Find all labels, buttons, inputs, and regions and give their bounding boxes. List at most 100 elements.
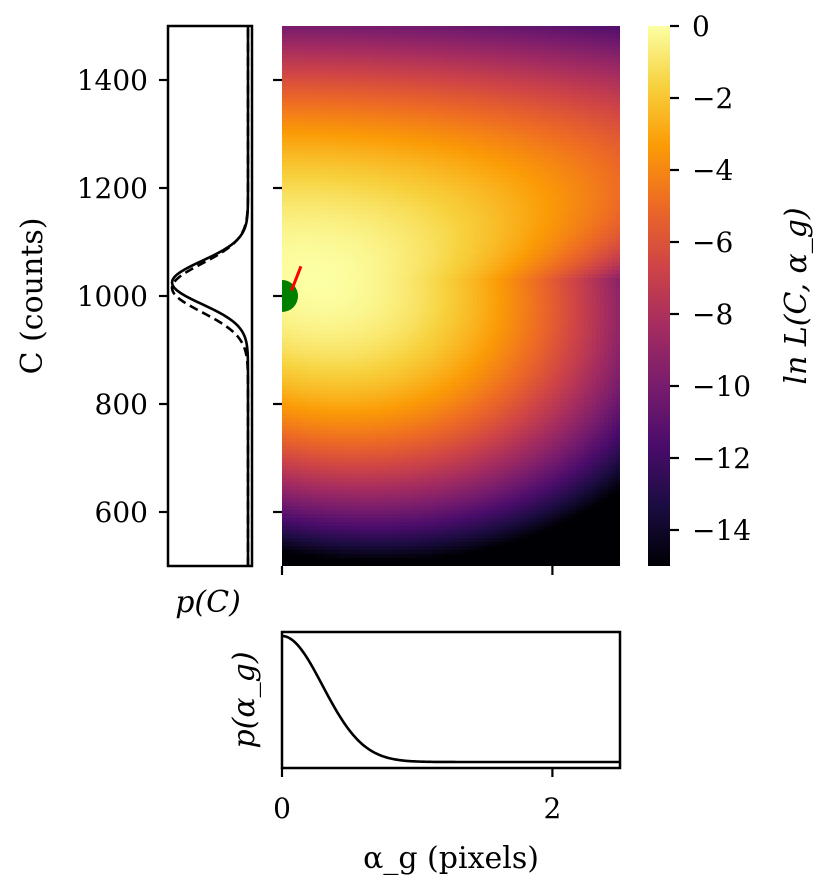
- heatmap-cell: [568, 46, 573, 51]
- heatmap-cell: [381, 258, 386, 263]
- heatmap-cell: [472, 198, 478, 203]
- heatmap-cell: [353, 90, 359, 95]
- heatmap-cell: [317, 82, 323, 87]
- heatmap-cell: [512, 182, 518, 187]
- heatmap-cell: [460, 130, 466, 135]
- heatmap-cell: [381, 138, 386, 143]
- heatmap-cell: [305, 258, 311, 263]
- heatmap-cell: [417, 214, 422, 219]
- heatmap-cell: [460, 98, 466, 103]
- heatmap-cell: [588, 34, 593, 39]
- heatmap-cell: [301, 246, 307, 251]
- heatmap-cell: [488, 62, 494, 67]
- heatmap-cell: [512, 138, 518, 143]
- heatmap-cell: [421, 66, 426, 71]
- heatmap-cell: [604, 194, 609, 199]
- heatmap-cell: [552, 210, 557, 215]
- heatmap-cell: [540, 170, 546, 175]
- heatmap-cell: [437, 34, 442, 39]
- heatmap-cell: [425, 66, 430, 71]
- heatmap-cell: [449, 218, 454, 223]
- heatmap-cell: [381, 182, 386, 187]
- heatmap-cells: [282, 26, 620, 563]
- heatmap-cell: [588, 118, 593, 123]
- heatmap-cell: [520, 158, 526, 163]
- heatmap-cell: [552, 198, 557, 203]
- heatmap-cell: [556, 122, 561, 127]
- heatmap-cell: [564, 222, 569, 227]
- heatmap-cell: [596, 198, 601, 203]
- heatmap-cell: [488, 30, 494, 35]
- heatmap-cell: [289, 218, 295, 223]
- heatmap-cell: [317, 206, 323, 211]
- heatmap-cell: [361, 118, 367, 123]
- heatmap-cell: [456, 146, 462, 151]
- heatmap-cell: [449, 206, 454, 211]
- heatmap-cell: [329, 78, 335, 83]
- heatmap-cell: [608, 30, 613, 35]
- heatmap-cell: [333, 50, 339, 55]
- heatmap-cell: [333, 74, 339, 79]
- heatmap-cell: [333, 238, 339, 243]
- heatmap-cell: [349, 50, 355, 55]
- heatmap-cell: [600, 94, 605, 99]
- heatmap-cell: [417, 98, 422, 103]
- heatmap-cell: [476, 146, 482, 151]
- heatmap-cell: [409, 102, 414, 107]
- heatmap-cell: [548, 74, 553, 79]
- heatmap-cell: [504, 234, 510, 239]
- heatmap-cell: [580, 50, 585, 55]
- heatmap-cell: [576, 106, 581, 111]
- heatmap-cell: [333, 114, 339, 119]
- heatmap-cell: [365, 186, 371, 191]
- heatmap-cell: [325, 174, 331, 179]
- heatmap-cell: [480, 102, 486, 107]
- heatmap-cell: [616, 174, 620, 179]
- heatmap-cell: [377, 222, 383, 227]
- heatmap-cell: [405, 42, 410, 47]
- heatmap-cell: [317, 114, 323, 119]
- heatmap-cell: [329, 218, 335, 223]
- heatmap-cell: [496, 58, 502, 63]
- heatmap-cell: [556, 226, 561, 231]
- heatmap-cell: [289, 66, 295, 71]
- heatmap-cell: [544, 82, 550, 87]
- heatmap-cell: [584, 118, 589, 123]
- heatmap-cell: [441, 34, 446, 39]
- heatmap-cell: [405, 58, 410, 63]
- heatmap-cell: [397, 198, 402, 203]
- heatmap-cell: [429, 54, 434, 59]
- heatmap-cell: [413, 34, 418, 39]
- heatmap-cell: [285, 102, 291, 107]
- heatmap-cell: [552, 154, 557, 159]
- heatmap-cell: [596, 62, 601, 67]
- heatmap-cell: [464, 150, 470, 155]
- heatmap-cell: [520, 182, 526, 187]
- heatmap-cell: [313, 170, 319, 175]
- heatmap-cell: [397, 158, 402, 163]
- heatmap-cell: [345, 82, 351, 87]
- heatmap-cell: [309, 42, 315, 47]
- heatmap-cell: [600, 174, 605, 179]
- heatmap-cell: [460, 222, 466, 227]
- heatmap-cell: [588, 106, 593, 111]
- heatmap-cell: [464, 230, 470, 235]
- heatmap-cell: [353, 146, 359, 151]
- heatmap-cell: [484, 178, 490, 183]
- heatmap-cell: [544, 122, 550, 127]
- heatmap-cell: [397, 178, 402, 183]
- heatmap-cell: [524, 242, 530, 247]
- heatmap-cell: [341, 186, 347, 191]
- heatmap-cell: [468, 30, 474, 35]
- heatmap-cell: [496, 62, 502, 67]
- heatmap-cell: [580, 242, 585, 247]
- heatmap-cell: [289, 146, 295, 151]
- heatmap-cell: [500, 78, 506, 83]
- heatmap-cell: [309, 66, 315, 71]
- heatmap-cell: [385, 42, 390, 47]
- heatmap-cell: [508, 226, 514, 231]
- heatmap-cell: [389, 118, 394, 123]
- heatmap-cell: [524, 46, 530, 51]
- heatmap-cell: [417, 146, 422, 151]
- heatmap-cell: [512, 154, 518, 159]
